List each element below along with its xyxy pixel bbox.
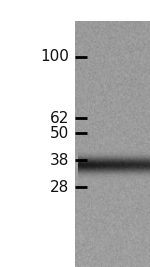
Text: 50: 50 — [50, 126, 69, 141]
Text: 62: 62 — [50, 111, 69, 126]
Text: 38: 38 — [50, 153, 69, 168]
Text: 28: 28 — [50, 180, 69, 195]
Text: 100: 100 — [40, 49, 69, 64]
